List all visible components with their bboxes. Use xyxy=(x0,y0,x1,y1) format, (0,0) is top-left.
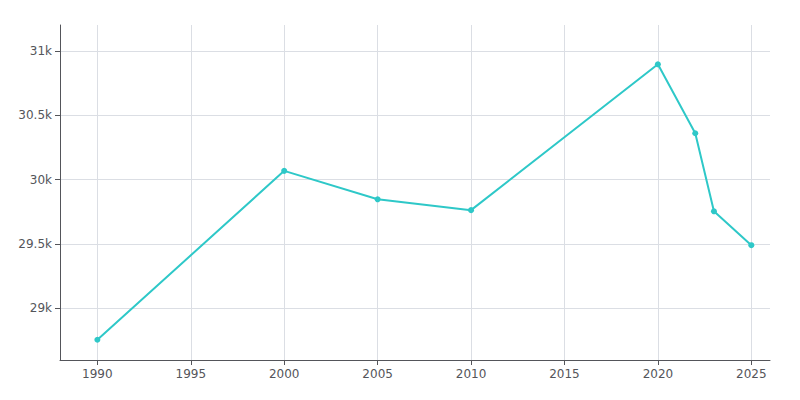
svg-text:31k: 31k xyxy=(30,44,52,58)
svg-text:2025: 2025 xyxy=(736,367,767,381)
svg-text:2005: 2005 xyxy=(362,367,393,381)
svg-text:29.5k: 29.5k xyxy=(18,237,52,251)
svg-text:2010: 2010 xyxy=(456,367,487,381)
svg-text:1995: 1995 xyxy=(176,367,207,381)
svg-text:30k: 30k xyxy=(30,173,52,187)
svg-text:2020: 2020 xyxy=(643,367,674,381)
svg-text:2000: 2000 xyxy=(269,367,300,381)
svg-text:30.5k: 30.5k xyxy=(18,108,52,122)
svg-text:1990: 1990 xyxy=(82,367,113,381)
svg-text:29k: 29k xyxy=(30,301,52,315)
svg-text:2015: 2015 xyxy=(549,367,580,381)
